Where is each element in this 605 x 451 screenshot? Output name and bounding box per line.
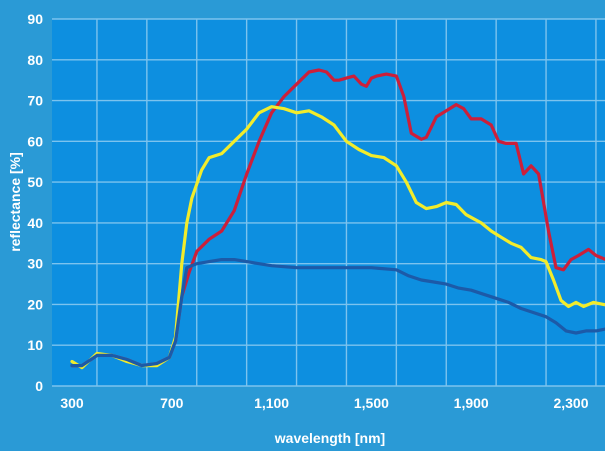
x-tick-label: 1,900 (454, 395, 489, 411)
plot-area (52, 19, 605, 386)
x-axis-title: wavelength [nm] (274, 430, 385, 446)
y-tick-label: 20 (27, 296, 43, 312)
x-tick-label: 700 (160, 395, 184, 411)
y-tick-label: 10 (27, 337, 43, 353)
y-tick-label: 30 (27, 256, 43, 272)
y-tick-label: 40 (27, 215, 43, 231)
y-tick-label: 50 (27, 174, 43, 190)
y-tick-label: 90 (27, 11, 43, 27)
y-tick-label: 70 (27, 93, 43, 109)
series-lines (70, 68, 605, 370)
x-tick-label: 2,300 (553, 395, 588, 411)
series-line-3 (70, 258, 605, 368)
y-tick-label: 60 (27, 133, 43, 149)
tick-labels: 0 10 20 30 40 50 60 70 80 90 300 700 1,100 1,500 1,900… (27, 11, 588, 411)
y-tick-label: 80 (27, 52, 43, 68)
y-axis-title: reflectance [%] (7, 152, 23, 252)
series-line-2 (70, 105, 605, 370)
x-tick-label: 300 (60, 395, 84, 411)
y-tick-label: 0 (35, 378, 43, 394)
grid (52, 18, 605, 387)
x-tick-label: 1,100 (254, 395, 289, 411)
x-tick-label: 1,500 (354, 395, 389, 411)
